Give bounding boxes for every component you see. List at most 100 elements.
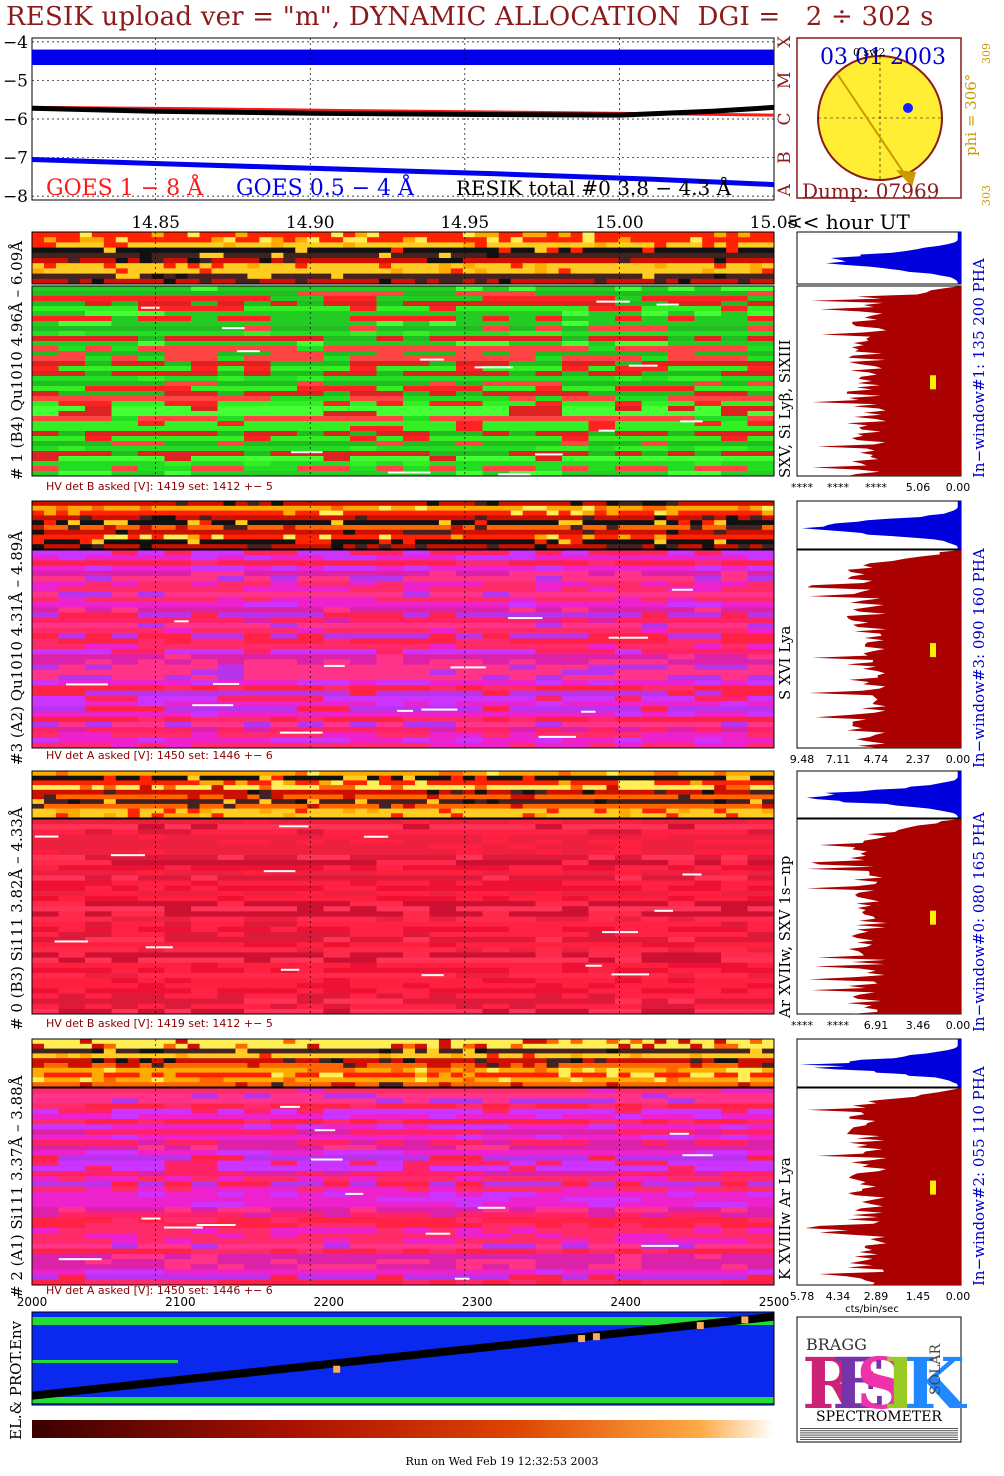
spectrum-cell [641, 638, 669, 645]
band-cell [103, 799, 117, 805]
spectrum-cell [694, 834, 722, 841]
spectrum-cell [694, 706, 722, 713]
band-cell [582, 534, 595, 540]
spectrum-cell [562, 596, 589, 603]
spectrum-cell [482, 911, 510, 917]
spectrum-cell [641, 737, 669, 744]
band-cell [115, 534, 129, 540]
band-cell [426, 808, 440, 814]
spectrum-cell [615, 664, 642, 671]
spectrum-cell [58, 972, 86, 979]
band-cell [403, 808, 416, 814]
spectrum-cell [456, 321, 483, 327]
spectrum-cell [58, 962, 86, 969]
spectrum-cell [535, 291, 563, 297]
band-cell [678, 268, 691, 275]
band-cell [355, 268, 368, 275]
band-cell [702, 258, 715, 264]
spectrum-cell [562, 612, 589, 619]
spectrum-cell [482, 356, 510, 362]
band-cell [726, 525, 739, 531]
band-cell [127, 258, 141, 264]
spectrum-cell [244, 411, 271, 417]
band-cell [678, 515, 691, 521]
spectrum-cell [323, 396, 351, 402]
band-cell [606, 799, 619, 805]
spectrum-cell [721, 336, 748, 342]
spectrum-cell [270, 386, 298, 392]
spectrum-cell [509, 957, 536, 964]
band-cell [762, 529, 775, 536]
band-cell [223, 520, 236, 526]
band-cell [235, 258, 248, 264]
spectrum-cell [58, 916, 86, 923]
band-cell [295, 539, 308, 545]
band-cell [654, 258, 667, 264]
band-cell [379, 252, 392, 259]
band-cell [211, 247, 224, 254]
band-cell [391, 808, 404, 814]
band-cell [103, 803, 117, 810]
spectrum-cell [721, 937, 748, 943]
spectrum-cell [482, 819, 510, 825]
band-cell [678, 247, 691, 254]
band-cell [486, 501, 500, 507]
spectrum-cell [376, 361, 404, 367]
spectrum-cell [694, 591, 722, 598]
spectrum-cell [615, 669, 642, 676]
spectrum-cell [694, 926, 722, 933]
band-cell [690, 785, 703, 791]
spectrum-cell [58, 680, 86, 686]
spectrum-cell [482, 341, 510, 347]
spectrum-cell [747, 431, 775, 437]
spectrum-cell [297, 721, 324, 728]
spectrum-cell [85, 706, 112, 713]
spectrum-cell [376, 576, 404, 582]
band-cell [259, 247, 272, 254]
spectrum-cell [429, 461, 457, 467]
band-cell [403, 515, 416, 521]
band-cell [486, 534, 500, 540]
spectrum-cell [694, 911, 722, 917]
spectrum-cell [747, 401, 775, 407]
spectrum-cell [376, 421, 404, 427]
band-cell [582, 794, 595, 800]
spectrum-cell [111, 916, 139, 923]
spectrum-cell [376, 854, 404, 861]
spectrum-cell [164, 916, 192, 923]
spectrum-cell [456, 947, 483, 953]
spectrum-cell [85, 386, 112, 392]
spectrum-cell [562, 849, 589, 856]
spectrum-cell [32, 695, 59, 702]
spectrum-cell [403, 875, 430, 882]
spectrum-cell [164, 664, 192, 671]
spectrum-cell [747, 680, 775, 686]
spectrum-cell [641, 680, 669, 686]
band-cell [546, 544, 560, 550]
band-cell [678, 794, 691, 800]
band-cell [55, 520, 69, 526]
spectrum-cell [191, 890, 218, 897]
spectrum-cell [429, 291, 457, 297]
band-cell [594, 232, 607, 238]
spectrum-cell [668, 849, 695, 856]
spectrum-cell [641, 967, 669, 974]
band-cell [426, 501, 440, 507]
spectrum-cell [509, 737, 536, 744]
band-cell [319, 803, 332, 810]
spectrum-cell [429, 685, 457, 692]
band-cell [594, 510, 607, 516]
band-cell [235, 529, 248, 536]
spectrum-cell [588, 466, 616, 472]
legend-resik-total: RESIK total #0 3.8 − 4.3 Å [456, 175, 732, 200]
spectrum-cell [694, 854, 722, 861]
band-cell [79, 813, 93, 819]
band-cell [606, 813, 619, 819]
spectrum-cell [111, 870, 139, 876]
spectrum-cell [456, 978, 483, 984]
spectrum-cell [191, 716, 218, 723]
spectrum-cell [350, 401, 377, 407]
spectrum-cell [244, 296, 271, 302]
spectrum-cell [588, 716, 616, 723]
band-cell [606, 263, 619, 269]
